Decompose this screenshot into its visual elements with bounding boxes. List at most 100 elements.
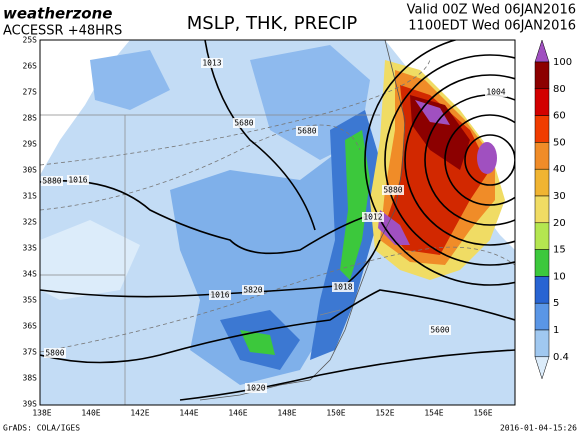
contour-label: 5880	[42, 177, 61, 186]
map-title: MSLP, THK, PRECIP	[187, 13, 358, 34]
contour-label: 1020	[246, 384, 265, 393]
precip-purple	[378, 210, 410, 245]
colorbar-box	[534, 302, 550, 331]
precip-purple	[477, 142, 497, 174]
timestamp: 2016-01-04-15:26	[500, 424, 577, 433]
precip-very-light	[40, 220, 140, 300]
isobar	[40, 180, 371, 255]
isobars	[40, 40, 515, 401]
colorbar-box	[534, 195, 550, 224]
map-area	[40, 40, 515, 405]
isobar	[404, 74, 515, 246]
contour-label-bg	[332, 282, 354, 292]
lon-label: 148E	[277, 409, 296, 418]
colorbar-label: 1	[553, 325, 559, 336]
isobar	[364, 40, 515, 286]
colorbar-box	[534, 142, 550, 170]
lat-label: 26S	[23, 62, 38, 71]
contour-label-bg	[201, 58, 223, 68]
contour-label: 5800	[45, 349, 64, 358]
contour-label-bg	[233, 118, 255, 128]
colorbar-box	[534, 88, 550, 116]
contour-label-bg	[429, 325, 451, 335]
isobar	[444, 114, 515, 206]
local-time: 1100EDT Wed 06JAN2016	[408, 19, 576, 34]
colorbar-box	[534, 222, 550, 250]
colorbar-label: 10	[553, 271, 566, 282]
colorbar-label: 50	[553, 137, 566, 148]
contour-label: 1013	[202, 59, 221, 68]
contour-label-bg	[44, 348, 66, 358]
contour-label-bg	[67, 175, 89, 185]
contour-label-bg	[296, 126, 318, 136]
colorbar-label: 100	[553, 57, 572, 68]
isobar	[204, 40, 316, 231]
lat-label: 29S	[23, 140, 38, 149]
lat-label: 35S	[23, 296, 38, 305]
lat-label: 37S	[23, 348, 38, 357]
contour-label: 1012	[363, 213, 382, 222]
lat-label: 36S	[23, 322, 38, 331]
contour-label: 5680	[234, 119, 253, 128]
lat-label: 38S	[23, 374, 38, 383]
map-frame	[39, 39, 516, 406]
lat-label: 33S	[23, 244, 38, 253]
lat-label: 28S	[23, 114, 38, 123]
lon-label: 146E	[228, 409, 247, 418]
precip-green	[340, 130, 370, 280]
colorbar-cap	[534, 356, 550, 380]
lon-label: 138E	[32, 409, 51, 418]
lat-label: 39S	[23, 400, 38, 409]
lat-label: 30S	[23, 166, 38, 175]
contour-label: 5820	[243, 286, 262, 295]
precip-green	[240, 330, 275, 355]
isobar	[384, 54, 515, 266]
valid-time: Valid 00Z Wed 06JAN2016	[407, 3, 576, 18]
contour-label-bg	[485, 87, 507, 97]
lat-label: 32S	[23, 218, 38, 227]
lat-label: 25S	[23, 36, 38, 45]
lon-label: 152E	[375, 409, 394, 418]
precip-medium	[170, 150, 360, 385]
model-label: ACCESSR +48HRS	[3, 24, 122, 39]
colorbar-box	[534, 329, 550, 358]
thickness-line	[40, 59, 515, 353]
colorbar-label: 30	[553, 191, 566, 202]
colorbar-label: 0.4	[553, 352, 569, 363]
contour-label: 5600	[430, 326, 449, 335]
colorbar-box	[534, 115, 550, 143]
lon-label: 144E	[179, 409, 198, 418]
colorbar-label: 60	[553, 111, 566, 122]
logo: weatherzone	[3, 5, 112, 23]
contour-label: 1018	[333, 283, 352, 292]
contour-label-bg	[382, 185, 404, 195]
contour-label: 1004	[486, 88, 505, 97]
contour-label-bg	[362, 212, 384, 222]
lon-label: 154E	[424, 409, 443, 418]
state-border	[40, 114, 380, 405]
isobar	[40, 289, 515, 364]
colorbar-box	[534, 168, 550, 197]
contour-label-bg	[242, 285, 264, 295]
lon-label: 150E	[326, 409, 345, 418]
colorbar-label: 15	[553, 245, 566, 256]
colorbar-label: 20	[553, 218, 566, 229]
contour-label-bg	[41, 176, 63, 186]
contour-label: 1016	[210, 291, 229, 300]
lon-label: 140E	[81, 409, 100, 418]
lon-label: 156E	[473, 409, 492, 418]
colorbar-box	[534, 276, 550, 304]
coastline	[199, 40, 406, 401]
precip-medium	[90, 50, 170, 110]
lat-label: 34S	[23, 270, 38, 279]
credit: GrADS: COLA/IGES	[3, 424, 80, 433]
contour-label-bg	[245, 383, 267, 393]
isobar	[179, 349, 515, 401]
contour-label-bg	[209, 290, 231, 300]
colorbar-label: 5	[553, 298, 559, 309]
contour-label: 5880	[383, 186, 402, 195]
colorbar-label: 80	[553, 84, 566, 95]
contour-label: 5680	[297, 127, 316, 136]
lat-label: 31S	[23, 192, 38, 201]
